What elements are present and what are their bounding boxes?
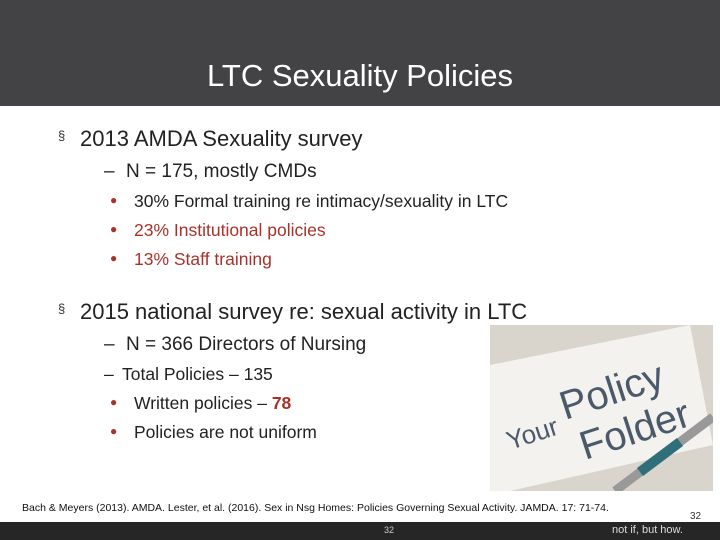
- bullet: ●: [110, 251, 118, 265]
- highlight: 78: [271, 393, 292, 413]
- heading: 2015 national survey re: sexual activity…: [80, 299, 528, 324]
- citation: Bach & Meyers (2013). AMDA. Lester, et a…: [22, 502, 609, 514]
- folder: [490, 325, 713, 491]
- list-item: Policies are not uniform: [134, 422, 317, 442]
- bullet: ●: [110, 193, 118, 207]
- list-item: 30% Formal training re intimacy/sexualit…: [134, 191, 509, 211]
- page-number-small: 32: [690, 511, 702, 522]
- item-text: Written policies –: [134, 393, 267, 413]
- page-number: 32: [384, 525, 395, 535]
- dash: –: [104, 161, 115, 182]
- heading: 2013 AMDA Sexuality survey: [80, 126, 363, 151]
- dash: –: [104, 364, 114, 384]
- bullet: ●: [110, 395, 118, 409]
- bullet: ●: [110, 222, 118, 236]
- bullet: ●: [110, 424, 118, 438]
- pen-grip: [637, 438, 683, 476]
- bullet: §: [58, 301, 66, 316]
- tagline: not if, but how.: [612, 524, 683, 536]
- list-item: 13% Staff training: [134, 249, 272, 269]
- footer-bar: [0, 522, 720, 540]
- list-item: Written policies – 78: [134, 393, 291, 414]
- header-band: [0, 0, 720, 106]
- bullet: §: [58, 128, 66, 143]
- sub-heading: N = 366 Directors of Nursing: [126, 334, 367, 355]
- sub-heading: Total Policies – 135: [122, 364, 273, 384]
- sub-heading: N = 175, mostly CMDs: [126, 161, 317, 182]
- list-item: 23% Institutional policies: [134, 220, 326, 240]
- policy-folder-image: Your Policy Folder: [490, 325, 713, 491]
- slide-title: LTC Sexuality Policies: [206, 58, 514, 93]
- dash: –: [104, 334, 115, 355]
